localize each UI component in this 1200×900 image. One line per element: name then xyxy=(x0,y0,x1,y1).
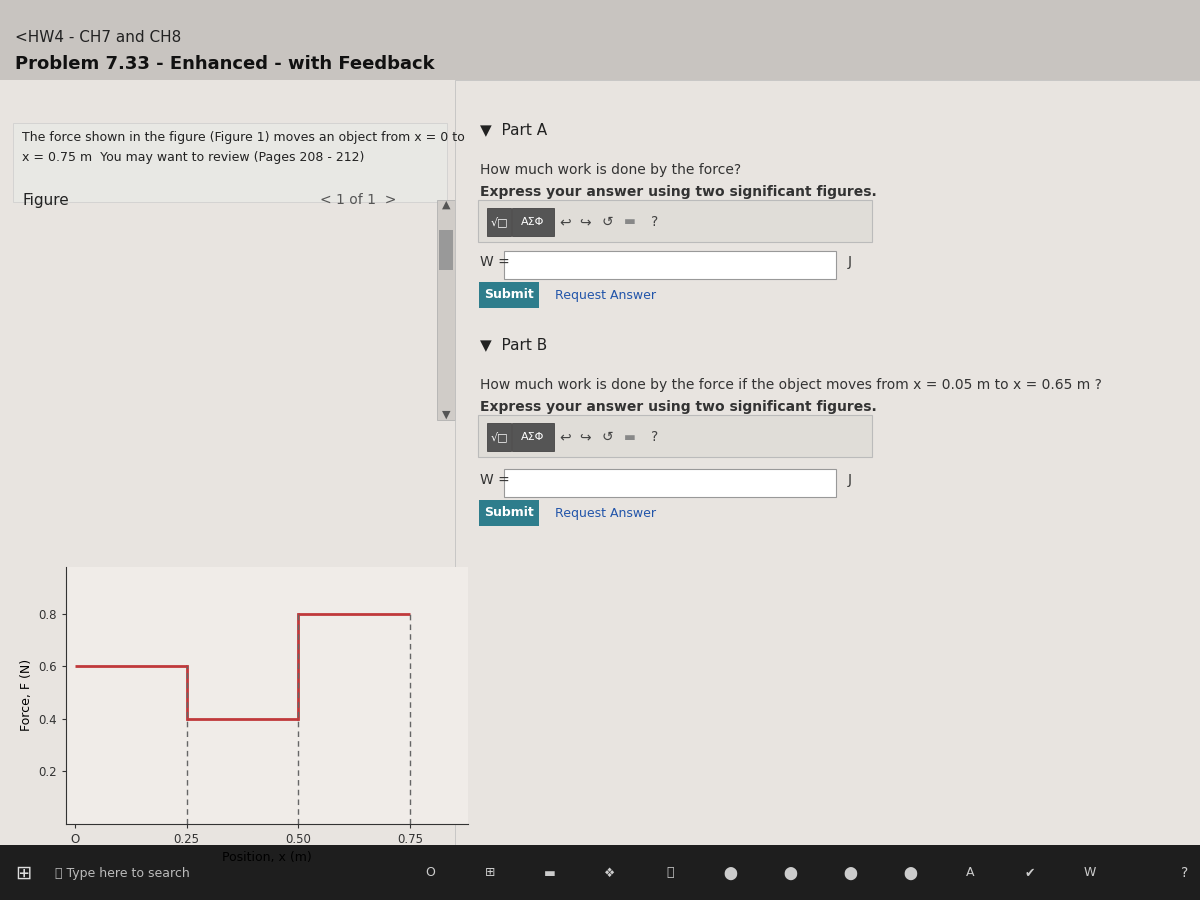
Y-axis label: Force, F (N): Force, F (N) xyxy=(19,659,32,732)
Text: ↪: ↪ xyxy=(580,430,590,444)
Bar xyxy=(437,200,455,420)
FancyBboxPatch shape xyxy=(478,200,872,242)
Text: How much work is done by the force?: How much work is done by the force? xyxy=(480,163,742,177)
Text: ⬤: ⬤ xyxy=(722,867,737,879)
Text: ΑΣΦ: ΑΣΦ xyxy=(521,217,545,227)
Text: <HW4 - CH7 and CH8: <HW4 - CH7 and CH8 xyxy=(14,31,181,46)
Text: The force shown in the figure (Figure 1) moves an object from x = 0 to: The force shown in the figure (Figure 1)… xyxy=(22,131,464,145)
Text: ▬: ▬ xyxy=(624,430,636,444)
Text: ▼  Part B: ▼ Part B xyxy=(480,338,547,353)
Bar xyxy=(439,230,454,270)
Text: 🔍 Type here to search: 🔍 Type here to search xyxy=(55,867,190,879)
FancyBboxPatch shape xyxy=(487,208,511,236)
Text: O: O xyxy=(425,867,434,879)
Text: J: J xyxy=(848,473,852,487)
FancyBboxPatch shape xyxy=(504,251,836,279)
FancyBboxPatch shape xyxy=(13,123,446,202)
Text: ⊞: ⊞ xyxy=(14,863,31,883)
Text: Express your answer using two significant figures.: Express your answer using two significan… xyxy=(480,185,877,199)
Text: Submit: Submit xyxy=(484,289,534,302)
Text: ▬: ▬ xyxy=(544,867,556,879)
Text: ⬤: ⬤ xyxy=(842,867,857,879)
Text: ↩: ↩ xyxy=(559,430,571,444)
FancyBboxPatch shape xyxy=(512,423,554,451)
Text: A: A xyxy=(966,867,974,879)
Text: J: J xyxy=(848,255,852,269)
FancyBboxPatch shape xyxy=(479,500,539,526)
Text: x = 0.75 m  You may want to review (Pages 208 - 212): x = 0.75 m You may want to review (Pages… xyxy=(22,151,365,165)
FancyBboxPatch shape xyxy=(455,80,1200,845)
Bar xyxy=(0,0,1200,80)
FancyBboxPatch shape xyxy=(504,469,836,497)
Text: ✔: ✔ xyxy=(1025,867,1036,879)
Text: W: W xyxy=(1084,867,1096,879)
Text: ?: ? xyxy=(652,215,659,229)
Text: ↩: ↩ xyxy=(559,215,571,229)
Text: ↺: ↺ xyxy=(601,215,613,229)
Text: Submit: Submit xyxy=(484,507,534,519)
Text: ▲: ▲ xyxy=(442,200,450,210)
Text: How much work is done by the force if the object moves from x = 0.05 m to x = 0.: How much work is done by the force if th… xyxy=(480,378,1102,392)
Text: ΑΣΦ: ΑΣΦ xyxy=(521,432,545,442)
Text: W =: W = xyxy=(480,255,510,269)
Text: Express your answer using two significant figures.: Express your answer using two significan… xyxy=(480,400,877,414)
Text: Figure: Figure xyxy=(22,193,68,208)
Text: < 1 of 1  >: < 1 of 1 > xyxy=(320,193,396,207)
FancyBboxPatch shape xyxy=(487,423,511,451)
FancyBboxPatch shape xyxy=(479,282,539,308)
FancyBboxPatch shape xyxy=(512,208,554,236)
FancyBboxPatch shape xyxy=(478,415,872,457)
Text: ↺: ↺ xyxy=(601,430,613,444)
Text: √□: √□ xyxy=(490,432,508,443)
Text: W =: W = xyxy=(480,473,510,487)
Text: ⬤: ⬤ xyxy=(904,867,917,879)
X-axis label: Position, x (m): Position, x (m) xyxy=(222,851,312,864)
Text: ▬: ▬ xyxy=(624,215,636,229)
Text: Request Answer: Request Answer xyxy=(554,507,656,519)
Text: ▼  Part A: ▼ Part A xyxy=(480,122,547,138)
Text: ▼: ▼ xyxy=(442,410,450,420)
Text: ⬤: ⬤ xyxy=(784,867,797,879)
Text: 🌐: 🌐 xyxy=(666,867,673,879)
Bar xyxy=(0,845,1200,900)
Text: √□: √□ xyxy=(490,217,508,228)
Text: ⊞: ⊞ xyxy=(485,867,496,879)
Text: ❖: ❖ xyxy=(605,867,616,879)
Text: Problem 7.33 - Enhanced - with Feedback: Problem 7.33 - Enhanced - with Feedback xyxy=(14,55,434,73)
Text: ↪: ↪ xyxy=(580,215,590,229)
Text: ?: ? xyxy=(652,430,659,444)
Text: Request Answer: Request Answer xyxy=(554,289,656,302)
Text: ?: ? xyxy=(1181,866,1189,880)
FancyBboxPatch shape xyxy=(0,45,1200,845)
